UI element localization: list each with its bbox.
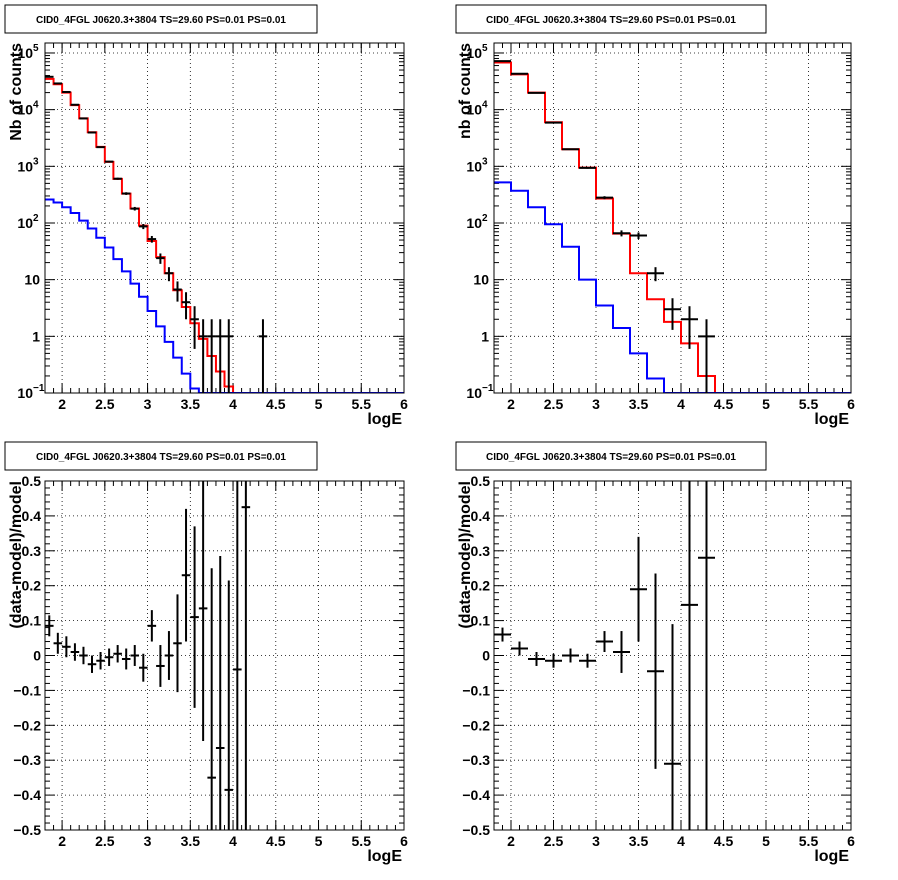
x-tick-label: 4.5 <box>266 833 286 849</box>
y-tick-exponent: 3 <box>482 156 488 167</box>
y-tick-exponent: 5 <box>33 43 39 54</box>
x-tick-label: 4.5 <box>714 396 734 412</box>
data-point <box>545 122 562 123</box>
x-tick-label: 4.5 <box>714 833 734 849</box>
x-tick-label: 2 <box>58 396 66 412</box>
x-axis-label: logE <box>814 848 849 865</box>
y-tick-label: −0.1 <box>13 682 41 698</box>
y-tick-exponent: −1 <box>33 383 45 394</box>
y-tick-label: 10 <box>17 158 33 174</box>
chart-panel-1: CID0_4FGL J0620.3+3804 TS=29.60 PS=0.01 … <box>5 5 408 428</box>
x-tick-label: 6 <box>400 833 408 849</box>
chart-title: CID0_4FGL J0620.3+3804 TS=29.60 PS=0.01 … <box>486 15 736 26</box>
y-tick-label: 10 <box>466 158 482 174</box>
x-tick-label: 2 <box>58 833 66 849</box>
x-tick-label: 3.5 <box>629 396 649 412</box>
chart-title: CID0_4FGL J0620.3+3804 TS=29.60 PS=0.01 … <box>36 15 286 26</box>
data-point <box>96 147 105 148</box>
chart-title: CID0_4FGL J0620.3+3804 TS=29.60 PS=0.01 … <box>36 452 286 463</box>
data-point <box>579 167 596 169</box>
x-axis-label: logE <box>814 411 849 428</box>
data-point <box>113 178 122 180</box>
x-tick-label: 5 <box>315 396 323 412</box>
plot-area <box>45 43 404 393</box>
x-axis-label: logE <box>367 848 402 865</box>
x-tick-label: 4 <box>229 833 237 849</box>
x-tick-label: 4 <box>229 396 237 412</box>
x-tick-label: 3.5 <box>181 833 201 849</box>
y-tick-label: 1 <box>32 328 40 344</box>
y-tick-exponent: −1 <box>482 383 494 394</box>
x-tick-label: 5.5 <box>352 396 372 412</box>
x-axis-label: logE <box>367 411 402 428</box>
y-tick-label: −0.5 <box>13 822 41 838</box>
x-tick-label: 6 <box>847 396 855 412</box>
x-tick-label: 5.5 <box>799 396 819 412</box>
y-tick-label: −0.3 <box>13 752 41 768</box>
y-tick-label: −0.3 <box>462 752 490 768</box>
chart-panel-2: CID0_4FGL J0620.3+3804 TS=29.60 PS=0.01 … <box>456 5 855 428</box>
x-tick-label: 6 <box>400 396 408 412</box>
x-tick-label: 2.5 <box>95 396 115 412</box>
y-tick-label: 0 <box>33 648 41 664</box>
data-point <box>562 149 579 150</box>
chart-title: CID0_4FGL J0620.3+3804 TS=29.60 PS=0.01 … <box>486 452 736 463</box>
y-tick-label: 10 <box>466 385 482 401</box>
y-axis-label: Nb of counts <box>8 43 25 141</box>
x-tick-label: 3 <box>144 396 152 412</box>
y-tick-label: 10 <box>466 215 482 231</box>
y-tick-label: −0.5 <box>462 822 490 838</box>
y-tick-exponent: 5 <box>482 43 488 54</box>
x-tick-label: 2 <box>507 396 515 412</box>
y-tick-label: 1 <box>481 328 489 344</box>
x-tick-label: 5 <box>315 833 323 849</box>
data-point <box>88 132 97 133</box>
chart-panel-4: CID0_4FGL J0620.3+3804 TS=29.60 PS=0.01 … <box>456 442 855 865</box>
x-tick-label: 2.5 <box>95 833 115 849</box>
y-tick-exponent: 4 <box>33 100 39 111</box>
y-tick-label: −0.4 <box>13 787 41 803</box>
data-point <box>122 192 131 195</box>
x-tick-label: 3 <box>592 396 600 412</box>
y-axis-label: nb of counts <box>457 43 474 139</box>
y-tick-label: 10 <box>17 215 33 231</box>
y-tick-exponent: 4 <box>482 100 488 111</box>
y-tick-label: 10 <box>17 385 33 401</box>
x-tick-label: 2.5 <box>544 833 564 849</box>
x-tick-label: 3.5 <box>629 833 649 849</box>
y-tick-exponent: 3 <box>33 156 39 167</box>
x-tick-label: 5 <box>762 833 770 849</box>
x-tick-label: 2 <box>507 833 515 849</box>
x-tick-label: 4 <box>677 833 685 849</box>
data-point <box>79 118 88 119</box>
y-tick-label: −0.4 <box>462 787 490 803</box>
x-tick-label: 5.5 <box>352 833 372 849</box>
x-tick-label: 3.5 <box>181 396 201 412</box>
x-tick-label: 6 <box>847 833 855 849</box>
y-tick-label: 0 <box>482 648 490 664</box>
y-tick-exponent: 2 <box>33 213 39 224</box>
y-tick-label: 10 <box>24 272 40 288</box>
y-tick-label: −0.2 <box>13 717 41 733</box>
y-tick-label: −0.1 <box>462 682 490 698</box>
x-tick-label: 3 <box>592 833 600 849</box>
y-axis-label: (data-model)/model <box>8 481 25 629</box>
chart-panel-3: CID0_4FGL J0620.3+3804 TS=29.60 PS=0.01 … <box>5 442 408 865</box>
plot-area <box>494 43 851 393</box>
x-tick-label: 2.5 <box>544 396 564 412</box>
x-tick-label: 4 <box>677 396 685 412</box>
x-tick-label: 4.5 <box>266 396 286 412</box>
y-axis-label: (data-model)/model <box>457 481 474 629</box>
x-tick-label: 3 <box>144 833 152 849</box>
y-tick-exponent: 2 <box>482 213 488 224</box>
x-tick-label: 5 <box>762 396 770 412</box>
data-point <box>105 161 114 162</box>
plot-area <box>45 481 404 830</box>
y-tick-label: 10 <box>473 272 489 288</box>
y-tick-label: −0.2 <box>462 717 490 733</box>
x-tick-label: 5.5 <box>799 833 819 849</box>
